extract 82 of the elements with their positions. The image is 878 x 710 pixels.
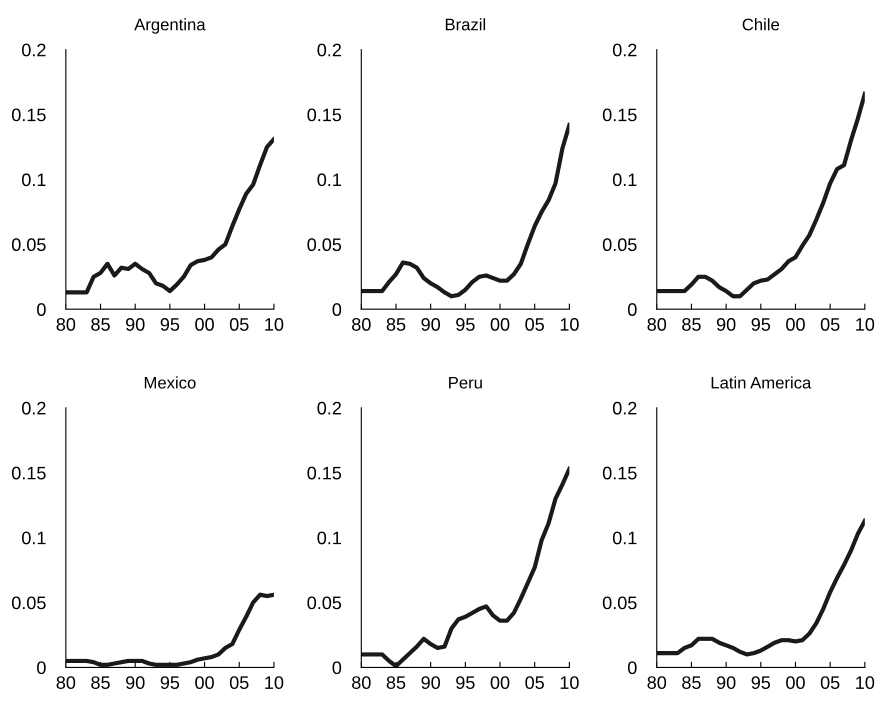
line-series [361,122,570,298]
y-tick-label: 0.15 [602,108,637,122]
chart-title: Latin America [712,376,812,389]
x-tick-label: 05 [820,676,840,689]
y-tick-label: 0.1 [612,532,636,544]
x-tick-label: 80 [56,318,76,331]
x-tick-label: 85 [91,318,110,331]
x-tick-label: 05 [525,676,544,689]
y-tick-label: 0 [37,303,46,316]
y-tick-label: 0.05 [307,238,342,252]
chart-title: Chile [742,18,780,30]
x-tick-label: 80 [648,318,666,331]
x-tick-label: 10 [560,676,579,689]
x-tick-label: 90 [126,676,145,689]
x-tick-label: 95 [160,676,180,689]
y-tick-label: 0.1 [612,173,636,186]
y-tick-label: 0.2 [22,402,46,415]
y-tick-label: 0.1 [317,532,341,544]
chart-title: Peru [449,376,482,389]
x-tick-label: 85 [386,676,406,689]
x-tick-label: 10 [265,676,284,689]
x-tick-label: 95 [160,318,180,331]
x-tick-label: 85 [91,676,110,689]
line-series [656,518,865,657]
x-tick-label: 80 [352,318,371,331]
x-tick-label: 00 [786,676,805,689]
x-tick-label: 80 [648,676,666,689]
y-tick-label: 0.05 [602,238,637,252]
y-tick-label: 0.1 [317,173,341,186]
y-tick-label: 0.2 [612,44,636,56]
x-tick-label: 00 [786,318,805,331]
y-tick-label: 0 [332,303,342,316]
y-tick-label: 0.05 [12,596,46,610]
x-tick-label: 80 [56,676,76,689]
x-tick-label: 10 [560,318,579,331]
line-series [66,137,274,294]
x-tick-label: 00 [195,318,214,331]
y-tick-label: 0.1 [22,173,46,186]
chart-title: Mexico [144,376,196,389]
y-tick-label: 0.05 [602,596,637,610]
x-tick-label: 90 [716,676,736,689]
x-tick-label: 80 [352,676,371,689]
y-tick-label: 0 [332,661,342,674]
y-tick-label: 0.2 [612,402,636,415]
x-tick-label: 95 [752,676,770,689]
y-tick-label: 0 [628,303,637,316]
x-tick-label: 95 [752,318,770,331]
y-tick-label: 0 [628,661,637,674]
y-tick-label: 0.15 [12,466,46,480]
y-tick-label: 0.15 [307,108,342,122]
y-tick-label: 0.2 [317,44,341,56]
x-tick-label: 00 [490,676,510,689]
y-tick-label: 0 [37,661,46,674]
y-tick-label: 0.05 [12,238,46,252]
line-series [656,92,865,298]
x-tick-label: 05 [525,318,544,331]
x-tick-label: 95 [456,318,475,331]
x-tick-label: 00 [195,676,214,689]
x-tick-label: 10 [856,318,874,331]
y-tick-label: 0.15 [12,108,46,122]
x-tick-label: 85 [682,676,701,689]
x-tick-label: 85 [682,318,701,331]
y-tick-label: 0.15 [602,466,637,480]
y-tick-label: 0.2 [317,402,341,415]
x-tick-label: 95 [456,676,475,689]
x-tick-label: 05 [820,318,840,331]
chart-title: Brazil [446,18,486,30]
x-tick-label: 10 [856,676,874,689]
y-tick-label: 0.15 [307,466,342,480]
chart-title: Argentina [134,18,206,34]
y-tick-label: 0.2 [22,44,46,56]
x-tick-label: 90 [421,676,440,689]
x-tick-label: 90 [716,318,736,331]
x-tick-label: 85 [386,318,406,331]
y-tick-label: 0.1 [22,532,46,544]
x-tick-label: 90 [126,318,145,331]
x-tick-label: 00 [490,318,510,331]
y-tick-label: 0.05 [307,596,342,610]
x-tick-label: 05 [230,676,249,689]
x-tick-label: 10 [265,318,284,331]
x-tick-label: 05 [230,318,249,331]
x-tick-label: 90 [421,318,440,331]
